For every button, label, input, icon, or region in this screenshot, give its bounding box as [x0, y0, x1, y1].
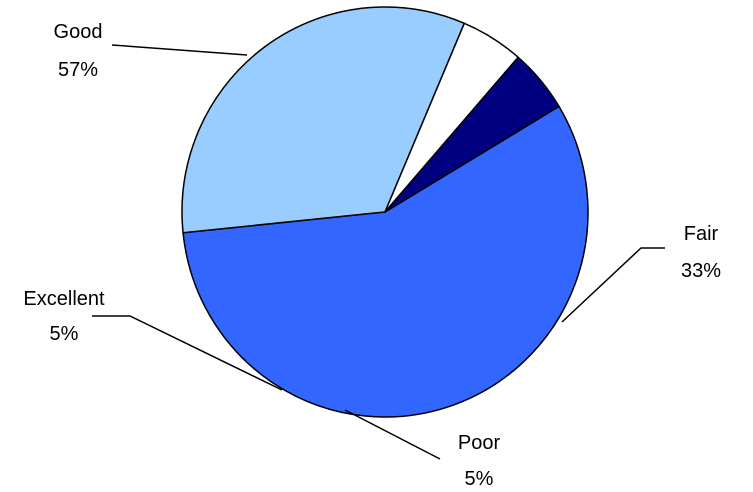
- label-excellent-category: Excellent: [23, 288, 105, 310]
- label-good-category: Good: [54, 21, 103, 43]
- label-fair-percent: 33%: [681, 260, 721, 282]
- pie-slices: [181, 6, 589, 418]
- leader-line-excellent: [92, 315, 283, 391]
- label-fair-category: Fair: [684, 223, 719, 245]
- label-poor-percent: 5%: [465, 468, 494, 490]
- pie-slice-fair: [181, 6, 466, 234]
- leader-line-poor: [344, 409, 441, 460]
- label-excellent-percent: 5%: [50, 323, 79, 345]
- pie-slice-excellent: [384, 56, 560, 213]
- label-poor-category: Poor: [458, 432, 501, 454]
- leader-line-good: [111, 44, 248, 56]
- pie-slice-good: [182, 105, 589, 418]
- label-good-percent: 57%: [58, 59, 98, 81]
- leader-line-fair: [561, 247, 665, 323]
